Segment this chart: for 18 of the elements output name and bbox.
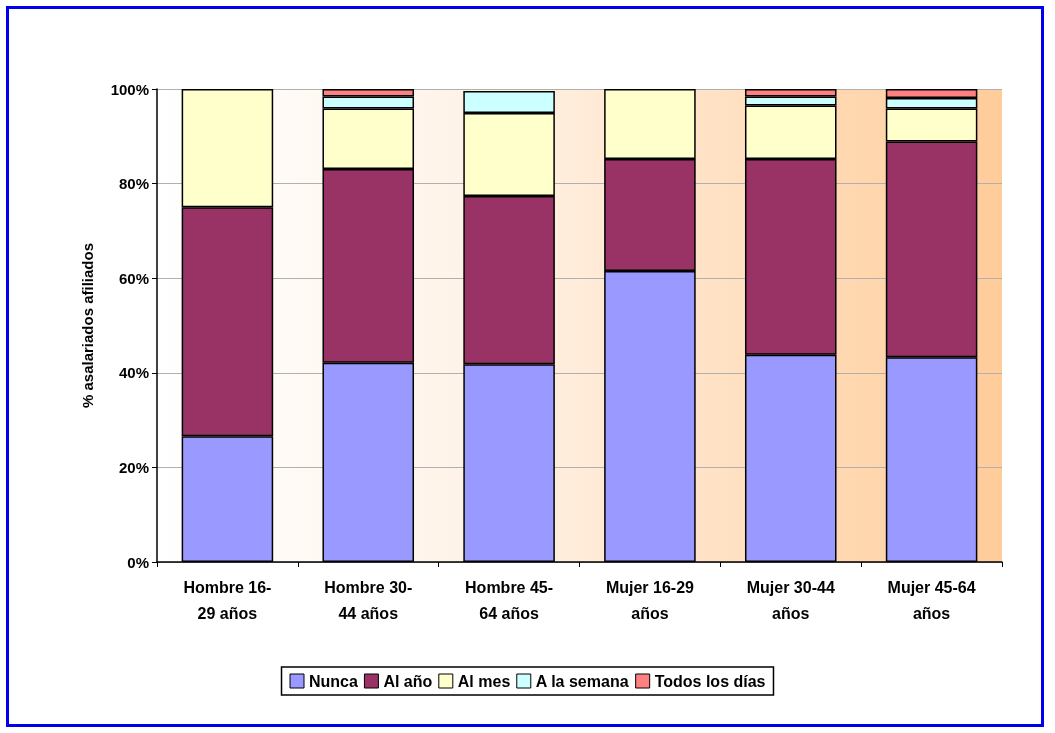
x-tick-label: Mujer 45-64 años (887, 578, 976, 622)
y-tick-label: 100% (110, 80, 149, 98)
legend-label: Todos los días (654, 672, 766, 690)
x-tick-label: Hombre 30- 44 años (324, 578, 413, 622)
y-axis-title: % asalariados afiliados (79, 242, 96, 409)
y-tick-label: 0% (127, 553, 149, 571)
y-tick-label: 60% (118, 269, 149, 287)
y-tick-label: 80% (118, 175, 149, 193)
y-tick-label: 20% (118, 458, 149, 476)
x-tick-label: Hombre 45- 64 años (465, 578, 554, 622)
legend-label: Al mes (457, 672, 511, 690)
x-tick-label: Mujer 16-29 años (605, 578, 695, 622)
y-tick-label: 40% (118, 364, 149, 382)
x-tick-label: Hombre 16- 29 años (183, 578, 272, 622)
legend-label: A la semana (535, 672, 629, 690)
legend-label: Al año (383, 672, 433, 690)
legend-label: Nunca (309, 672, 359, 690)
x-tick-label: Mujer 30-44 años (746, 578, 835, 622)
